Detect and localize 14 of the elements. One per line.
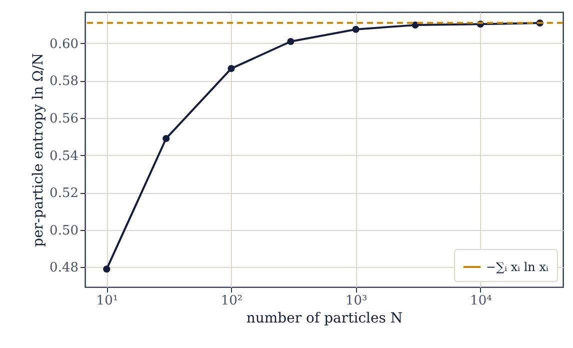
y-tick-label: 0.58 bbox=[50, 74, 78, 90]
x-tick-label: 10⁴ bbox=[470, 294, 492, 308]
y-tick-label: 0.54 bbox=[50, 148, 78, 164]
y-tick-label: 0.56 bbox=[50, 111, 78, 126]
y-axis-title: per-particle entropy ln Ω/N bbox=[30, 53, 47, 247]
x-axis-title: number of particles N bbox=[246, 310, 403, 326]
y-tick-label: 0.50 bbox=[50, 223, 78, 238]
y-tick-label: 0.60 bbox=[50, 36, 78, 52]
y-tick-label: 0.52 bbox=[50, 186, 78, 202]
legend-label: −∑ᵢ xᵢ ln xᵢ bbox=[486, 260, 549, 274]
y-tick-label: 0.48 bbox=[50, 260, 78, 276]
x-tick-label: 10³ bbox=[345, 294, 368, 308]
x-tick-label: 10¹ bbox=[96, 294, 118, 308]
x-tick-label: 10² bbox=[220, 294, 243, 308]
